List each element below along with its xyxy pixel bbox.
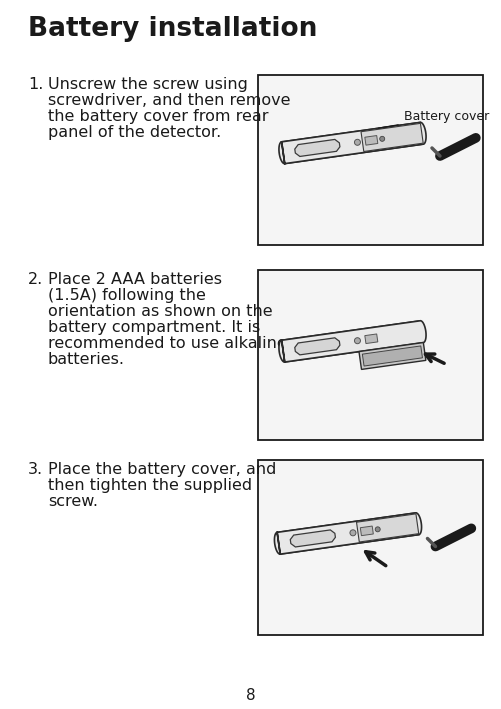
- Text: Place 2 AAA batteries: Place 2 AAA batteries: [48, 272, 221, 287]
- FancyBboxPatch shape: [258, 75, 482, 245]
- Polygon shape: [277, 513, 418, 554]
- Text: 3.: 3.: [28, 462, 43, 477]
- Text: then tighten the supplied: then tighten the supplied: [48, 478, 252, 493]
- Text: battery compartment. It is: battery compartment. It is: [48, 320, 260, 335]
- Polygon shape: [274, 513, 421, 554]
- Polygon shape: [364, 334, 377, 344]
- Text: 2.: 2.: [28, 272, 43, 287]
- Polygon shape: [290, 530, 335, 547]
- Circle shape: [379, 136, 384, 141]
- Text: screwdriver, and then remove: screwdriver, and then remove: [48, 93, 290, 108]
- Polygon shape: [279, 123, 425, 164]
- Text: Battery cover: Battery cover: [378, 110, 488, 128]
- Text: (1.5A) following the: (1.5A) following the: [48, 288, 205, 303]
- Polygon shape: [356, 514, 418, 542]
- Text: Unscrew the screw using: Unscrew the screw using: [48, 77, 247, 92]
- Polygon shape: [294, 140, 339, 157]
- Text: Battery installation: Battery installation: [28, 16, 317, 42]
- FancyBboxPatch shape: [258, 270, 482, 440]
- Polygon shape: [362, 346, 422, 366]
- Circle shape: [374, 527, 379, 532]
- Text: Place the battery cover, and: Place the battery cover, and: [48, 462, 276, 477]
- Text: batteries.: batteries.: [48, 352, 125, 367]
- Polygon shape: [358, 342, 425, 369]
- Polygon shape: [279, 320, 425, 362]
- Polygon shape: [360, 123, 422, 152]
- Text: recommended to use alkaline: recommended to use alkaline: [48, 336, 286, 351]
- Text: orientation as shown on the: orientation as shown on the: [48, 304, 272, 319]
- Polygon shape: [281, 320, 422, 362]
- Polygon shape: [360, 526, 373, 536]
- Polygon shape: [294, 337, 339, 355]
- Text: 1.: 1.: [28, 77, 43, 92]
- Text: screw.: screw.: [48, 494, 98, 509]
- Text: panel of the detector.: panel of the detector.: [48, 125, 221, 140]
- Polygon shape: [364, 135, 377, 145]
- Polygon shape: [281, 123, 422, 164]
- FancyBboxPatch shape: [258, 460, 482, 635]
- Circle shape: [349, 530, 355, 536]
- Text: the battery cover from rear: the battery cover from rear: [48, 109, 268, 124]
- Circle shape: [354, 139, 360, 145]
- Text: 8: 8: [245, 688, 256, 703]
- Circle shape: [354, 337, 360, 344]
